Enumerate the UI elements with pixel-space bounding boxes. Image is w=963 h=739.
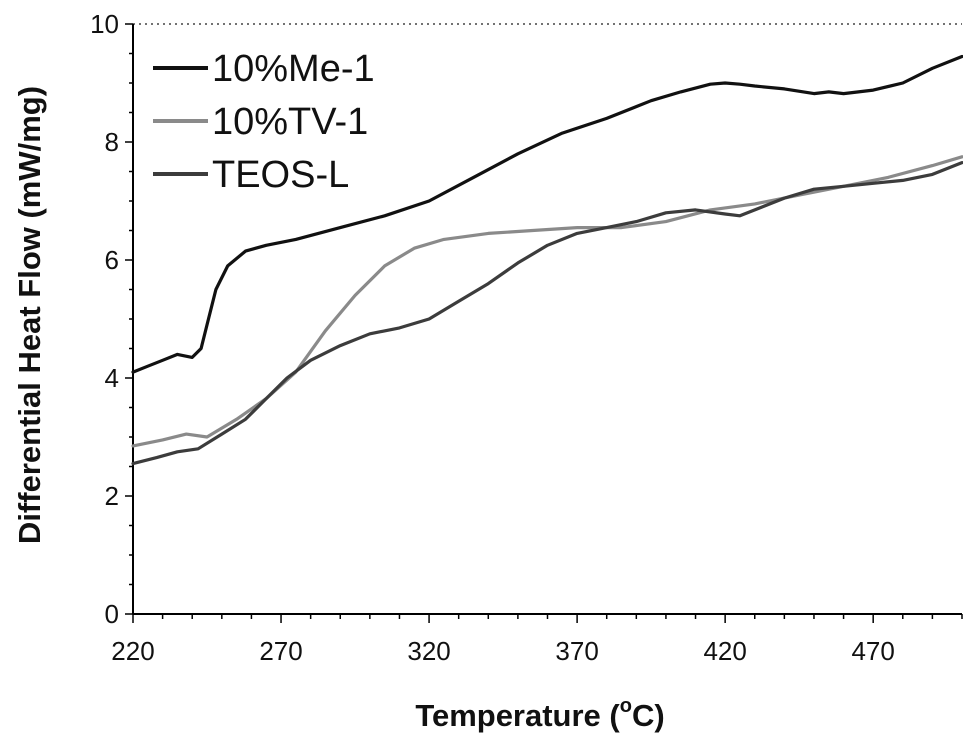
x-tick-label: 320	[407, 636, 450, 666]
y-axis-title: Differential Heat Flow (mW/mg)	[12, 86, 47, 544]
y-tick-label: 8	[105, 127, 119, 157]
x-tick-label: 420	[703, 636, 746, 666]
legend-label-2: 10%TV-1	[212, 101, 368, 143]
series-line-3	[131, 161, 963, 466]
x-tick-label: 370	[555, 636, 598, 666]
series-line-2	[131, 155, 963, 448]
y-tick-label: 6	[105, 245, 119, 275]
series-line-1	[131, 54, 963, 374]
x-tick-label: 220	[111, 636, 154, 666]
x-axis-title-unit: C)	[632, 698, 665, 733]
y-tick-label: 0	[105, 599, 119, 629]
legend-label-1: 10%Me-1	[212, 48, 375, 90]
legend-label-3: TEOS-L	[212, 154, 349, 196]
x-tick-label: 470	[851, 636, 894, 666]
y-tick-label: 4	[105, 363, 119, 393]
x-tick-label: 270	[259, 636, 302, 666]
x-axis-title: Temperature (oC)	[415, 695, 664, 733]
y-tick-label: 2	[105, 481, 119, 511]
y-tick-label: 10	[90, 9, 119, 39]
x-axis-title-main: Temperature (	[415, 698, 620, 733]
x-axis-title-superscript: o	[620, 695, 632, 717]
